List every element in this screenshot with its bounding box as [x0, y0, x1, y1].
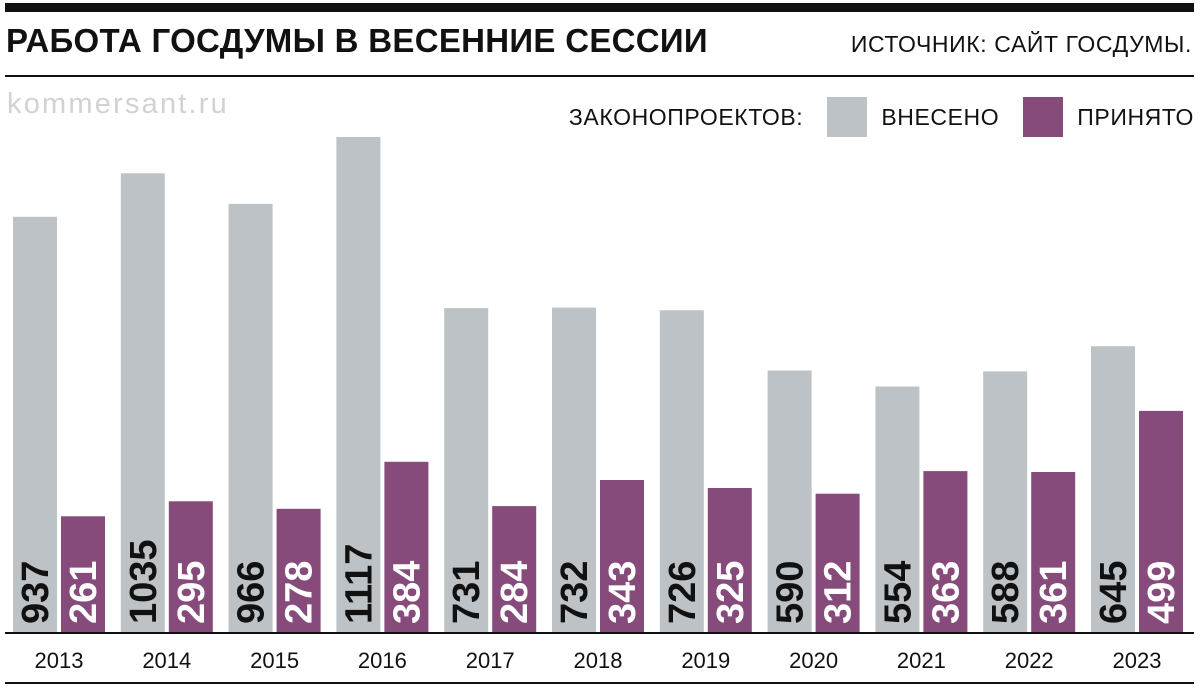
bar-introduced-2020	[767, 370, 812, 632]
value-label-introduced-2013: 937	[15, 561, 57, 624]
header-rule	[5, 75, 1194, 77]
legend-label-introduced: ВНЕСЕНО	[881, 103, 1000, 130]
value-label-adopted-2017: 284	[494, 561, 536, 624]
bar-adopted-2013	[61, 516, 105, 632]
x-tick-label-2014: 2014	[142, 648, 191, 673]
value-label-adopted-2019: 325	[710, 561, 752, 624]
source-note: ИСТОЧНИК: САЙТ ГОСДУМЫ.	[850, 31, 1192, 57]
x-tick-label-2018: 2018	[574, 648, 623, 673]
legend-label-adopted: ПРИНЯТО	[1077, 103, 1194, 130]
bar-introduced-2014	[120, 173, 165, 633]
x-tick-label-2023: 2023	[1113, 648, 1162, 673]
watermark: kommersant.ru	[7, 88, 229, 120]
bar-adopted-2016	[384, 461, 429, 632]
value-label-adopted-2023: 499	[1141, 561, 1183, 624]
value-label-adopted-2013: 261	[63, 561, 105, 624]
value-label-introduced-2015: 966	[231, 561, 273, 624]
x-tick-label-2020: 2020	[789, 648, 838, 673]
bar-introduced-2017	[444, 308, 489, 632]
value-label-introduced-2017: 731	[446, 561, 488, 624]
value-label-introduced-2018: 732	[554, 561, 596, 624]
bar-introduced-2022	[983, 371, 1028, 632]
value-label-introduced-2023: 645	[1093, 561, 1135, 624]
legend: ЗАКОНОПРОЕКТОВ: ВНЕСЕНО ПРИНЯТО	[569, 97, 1194, 137]
top-rule	[5, 3, 1194, 12]
value-label-adopted-2020: 312	[818, 561, 860, 624]
bar-adopted-2023	[1139, 410, 1183, 632]
bar-adopted-2019	[707, 488, 752, 632]
value-label-adopted-2016: 384	[386, 561, 428, 624]
bar-introduced-2016	[336, 137, 381, 632]
legend-title: ЗАКОНОПРОЕКТОВ:	[568, 103, 804, 130]
value-label-introduced-2021: 554	[877, 561, 919, 624]
value-label-introduced-2019: 726	[662, 561, 704, 624]
bar-adopted-2017	[492, 506, 537, 632]
x-tick-label-2013: 2013	[35, 648, 84, 673]
x-tick-label-2022: 2022	[1005, 648, 1054, 673]
value-label-adopted-2014: 295	[171, 561, 213, 624]
value-label-adopted-2018: 343	[602, 561, 644, 624]
legend-swatch-introduced	[827, 97, 868, 137]
bar-adopted-2015	[276, 508, 321, 632]
bar-introduced-2023	[1091, 346, 1135, 632]
x-axis-baseline	[5, 632, 1194, 634]
bar-introduced-2018	[552, 307, 596, 632]
value-label-introduced-2020: 590	[770, 561, 812, 624]
bar-introduced-2019	[659, 310, 704, 632]
bar-introduced-2021	[875, 386, 920, 632]
value-label-adopted-2022: 361	[1033, 561, 1075, 624]
bar-introduced-2015	[228, 203, 273, 632]
bar-adopted-2022	[1031, 472, 1076, 632]
value-label-introduced-2016: 1117	[338, 544, 380, 624]
bar-adopted-2014	[168, 501, 213, 632]
x-tick-label-2016: 2016	[358, 648, 407, 673]
bar-introduced-2013	[13, 216, 57, 633]
bar-adopted-2021	[923, 471, 968, 632]
value-label-introduced-2022: 588	[985, 561, 1027, 624]
bar-adopted-2018	[600, 480, 644, 632]
x-tick-label-2019: 2019	[681, 648, 730, 673]
bottom-rule	[5, 682, 1194, 684]
x-tick-label-2015: 2015	[250, 648, 299, 673]
value-label-introduced-2014: 1035	[123, 539, 165, 624]
x-tick-label-2017: 2017	[466, 648, 515, 673]
legend-swatch-adopted	[1023, 97, 1064, 137]
bar-adopted-2020	[815, 493, 860, 632]
value-label-adopted-2015: 278	[279, 561, 321, 624]
value-label-adopted-2021: 363	[925, 561, 967, 624]
x-tick-label-2021: 2021	[897, 648, 946, 673]
chart-title: РАБОТА ГОСДУМЫ В ВЕСЕННИЕ СЕССИИ	[6, 22, 708, 59]
